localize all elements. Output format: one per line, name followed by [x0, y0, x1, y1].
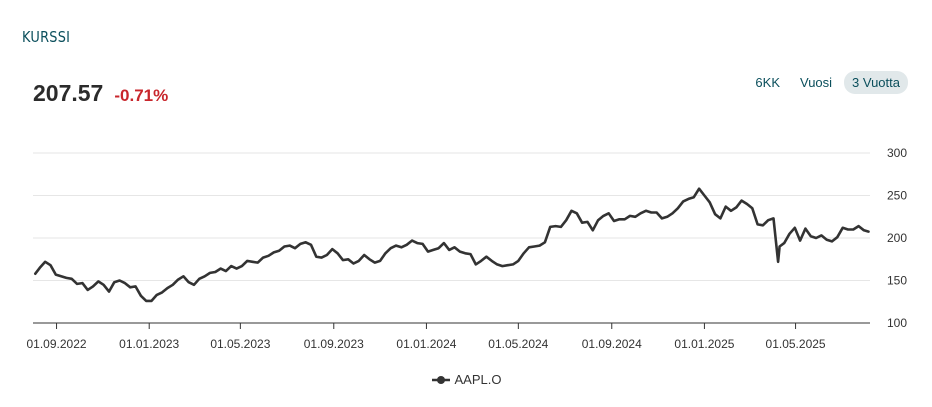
range-tab-6kk[interactable]: 6KK: [747, 71, 788, 94]
price-change: -0.71%: [114, 86, 169, 105]
range-tab-vuosi[interactable]: Vuosi: [792, 71, 840, 94]
x-tick-label: 01.09.2024: [582, 337, 642, 351]
x-tick-label: 01.05.2025: [766, 337, 826, 351]
x-tick-label: 01.01.2023: [119, 337, 179, 351]
x-tick-label: 01.09.2023: [304, 337, 364, 351]
legend-label: AAPL.O: [454, 372, 502, 387]
legend-line-icon: [431, 375, 451, 385]
chart-legend[interactable]: AAPL.O: [0, 372, 932, 387]
range-tab-3-vuotta[interactable]: 3 Vuotta: [844, 71, 908, 94]
y-tick-label: 200: [887, 231, 907, 245]
section-title: KURSSI: [22, 28, 71, 46]
y-tick-label: 300: [887, 146, 907, 160]
x-tick-label: 01.05.2023: [210, 337, 270, 351]
range-selector: 6KK Vuosi 3 Vuotta: [747, 71, 908, 94]
x-tick-label: 01.09.2022: [27, 337, 87, 351]
series-line-aapl: [34, 187, 870, 303]
y-tick-label: 150: [887, 274, 907, 288]
x-tick-label: 01.05.2024: [488, 337, 548, 351]
y-tick-label: 250: [887, 189, 907, 203]
current-price: 207.57: [33, 80, 104, 106]
y-tick-label: 100: [887, 316, 907, 330]
x-tick-label: 01.01.2024: [396, 337, 456, 351]
x-tick-label: 01.01.2025: [674, 337, 734, 351]
quote-summary: 207.57 -0.71%: [33, 80, 168, 107]
